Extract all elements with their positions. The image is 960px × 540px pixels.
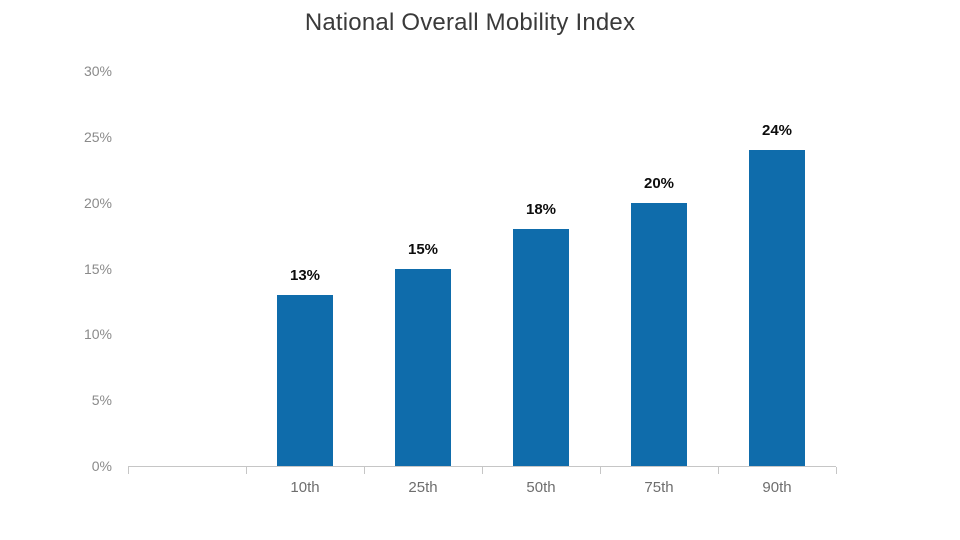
- x-axis-tick: [600, 467, 601, 474]
- x-axis-tick-label: 90th: [762, 479, 792, 496]
- x-axis-tick: [718, 467, 719, 474]
- y-axis-tick-label: 10%: [83, 326, 112, 343]
- bar-value-label: 15%: [407, 240, 439, 258]
- bar-value-label: 13%: [289, 266, 321, 284]
- bar: [513, 229, 569, 466]
- x-axis-tick-label: 75th: [644, 479, 674, 496]
- x-axis-tick: [246, 467, 247, 474]
- x-axis-tick: [364, 467, 365, 474]
- y-axis-tick-label: 30%: [83, 63, 112, 79]
- x-axis-tick-label: 25th: [408, 479, 438, 496]
- x-axis-line: [128, 466, 836, 467]
- bar-value-label: 24%: [761, 122, 793, 139]
- y-axis-tick-label: 5%: [91, 392, 112, 409]
- chart-title: National Overall Mobility Index: [304, 9, 636, 36]
- y-axis-tick-label: 25%: [83, 128, 112, 145]
- x-axis-tick-label: 10th: [290, 479, 320, 496]
- bar: [631, 202, 687, 466]
- bar-value-label: 18%: [525, 201, 557, 218]
- x-axis-tick: [128, 467, 129, 474]
- bar-value-label: 20%: [643, 174, 675, 192]
- y-axis-tick-label: 20%: [83, 194, 112, 211]
- y-axis-tick-label: 0%: [91, 458, 112, 474]
- x-axis-tick: [482, 467, 483, 474]
- bar: [749, 150, 805, 466]
- x-axis-tick-label: 50th: [526, 479, 556, 496]
- bar: [395, 268, 451, 466]
- x-axis-tick: [836, 467, 837, 474]
- y-axis-tick-label: 15%: [83, 260, 112, 277]
- bar: [277, 294, 333, 466]
